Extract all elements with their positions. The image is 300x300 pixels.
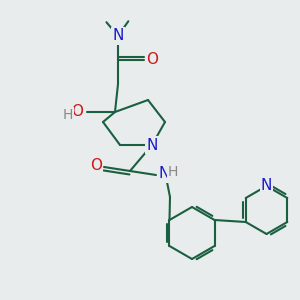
Text: N: N xyxy=(158,167,169,182)
Text: H: H xyxy=(168,165,178,179)
Text: N: N xyxy=(261,178,272,194)
Text: O: O xyxy=(71,103,83,118)
Text: H: H xyxy=(63,108,73,122)
Text: O: O xyxy=(90,158,102,173)
Text: N: N xyxy=(112,28,124,44)
Text: N: N xyxy=(146,137,158,152)
Text: O: O xyxy=(146,52,158,68)
